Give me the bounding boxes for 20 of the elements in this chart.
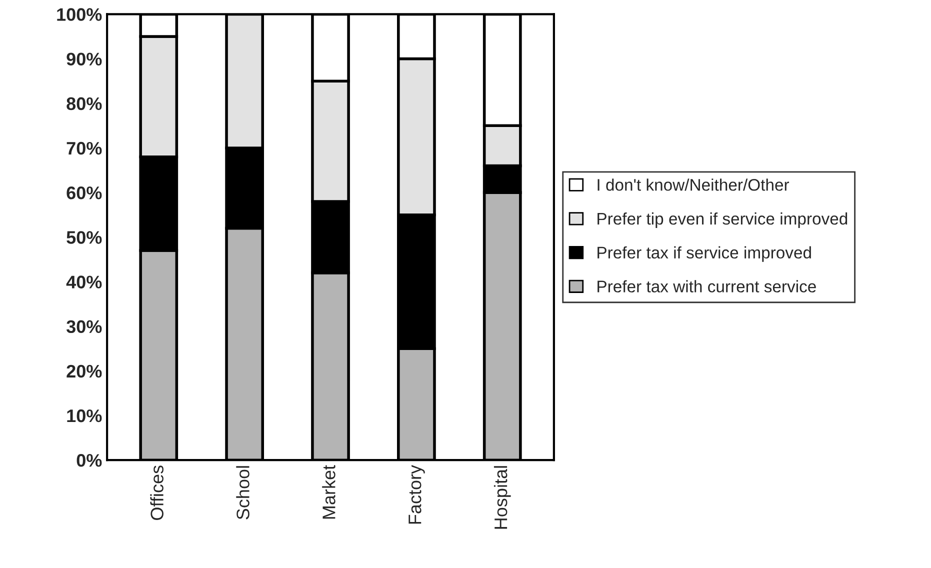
x-tick-label: Market: [322, 465, 336, 519]
legend-label: Prefer tip even if service improved: [598, 212, 848, 228]
y-tick-label: 0%: [76, 454, 102, 467]
x-tick-label: School: [236, 466, 250, 520]
y-tick-label: 30%: [66, 320, 102, 334]
y-tick-label: 10%: [67, 409, 102, 422]
y-tick-label: 20%: [66, 364, 102, 378]
y-tick-label: 50%: [66, 231, 102, 244]
x-tick-label: Offices: [150, 466, 164, 520]
legend-label: Prefer tax with current service: [598, 280, 816, 292]
y-tick-label: 70%: [66, 142, 102, 155]
y-tick-label: 100%: [57, 8, 102, 21]
y-tick-label: 80%: [66, 97, 102, 110]
legend-label: Prefer tax if service improved: [598, 246, 811, 262]
y-tick-label: 60%: [66, 186, 102, 200]
y-tick-label: 90%: [66, 52, 102, 66]
y-tick-label: 40%: [66, 276, 102, 288]
x-tick-label: Hospital: [494, 466, 511, 529]
legend-label: I don't know/Neither/Other: [598, 178, 790, 191]
x-tick-label: Factory: [408, 464, 425, 524]
